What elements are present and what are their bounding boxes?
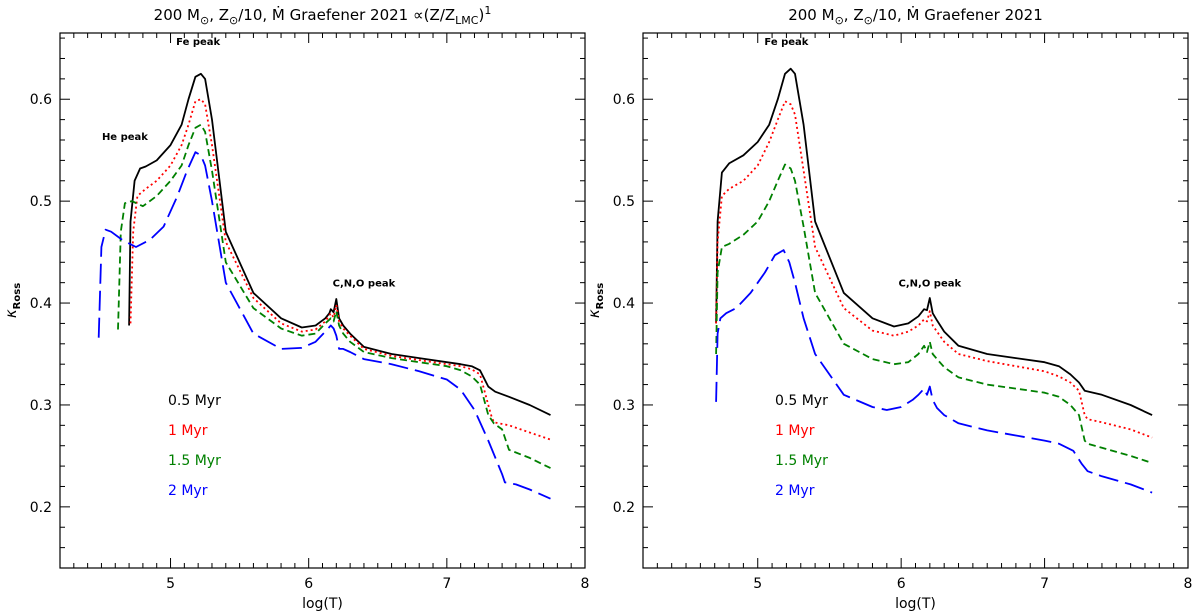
y-tick-label: 0.3 [613, 398, 635, 414]
legend-entry: 0.5 Myr [775, 393, 828, 409]
y-tick-label: 0.2 [613, 500, 635, 516]
left-panel: 200 M⊙, Z⊙/10, Ṁ Graefener 2021 ∝(Z/ZLMC… [2, 4, 589, 612]
annotation: Fe peak [764, 37, 808, 48]
x-tick-label: 5 [166, 576, 175, 592]
chart-title: 200 M⊙, Z⊙/10, Ṁ Graefener 2021 ∝(Z/ZLMC… [154, 4, 492, 27]
series-line-1-5-myr [715, 163, 1153, 464]
y-axis-label: κRoss [2, 283, 23, 318]
y-tick-label: 0.6 [30, 92, 52, 108]
legend-entry: 1.5 Myr [168, 453, 221, 469]
chart-title: 200 M⊙, Z⊙/10, Ṁ Graefener 2021 [788, 5, 1043, 27]
legend-entry: 1 Myr [168, 423, 208, 439]
y-tick-label: 0.5 [30, 194, 52, 210]
series-line-1-myr [129, 98, 551, 441]
annotation: He peak [102, 132, 148, 143]
series-line-0-5-myr [128, 72, 551, 416]
series-line-1-myr [715, 100, 1153, 439]
legend-entry: 0.5 Myr [168, 393, 221, 409]
x-tick-label: 6 [897, 576, 906, 592]
x-axis-label: log(T) [895, 596, 936, 612]
legend-entry: 2 Myr [168, 483, 208, 499]
y-tick-label: 0.4 [30, 296, 52, 312]
annotation: C,N,O peak [333, 279, 396, 290]
x-tick-label: 8 [581, 576, 590, 592]
series-line-0-5-myr [715, 67, 1153, 416]
y-tick-label: 0.5 [613, 194, 635, 210]
right-panel: 200 M⊙, Z⊙/10, Ṁ Graefener 2021 5 6 7 8 0.2 0.… [585, 5, 1192, 612]
legend-entry: 1.5 Myr [775, 453, 828, 469]
legend-entry: 2 Myr [775, 483, 815, 499]
y-tick-label: 0.4 [613, 296, 635, 312]
y-tick-label: 0.3 [30, 398, 52, 414]
series-line-2-myr [97, 151, 551, 500]
x-axis-label: log(T) [302, 596, 343, 612]
x-tick-label: 7 [1040, 576, 1049, 592]
series-line-2-myr [715, 249, 1153, 494]
y-tick-label: 0.2 [30, 500, 52, 516]
annotation: C,N,O peak [899, 279, 962, 290]
legend-entry: 1 Myr [775, 423, 815, 439]
annotation: Fe peak [176, 37, 220, 48]
y-axis-label: κRoss [585, 283, 606, 318]
x-tick-label: 8 [1184, 576, 1193, 592]
x-tick-label: 7 [442, 576, 451, 592]
x-tick-label: 6 [304, 576, 313, 592]
series-line-1-5-myr [117, 123, 551, 469]
y-tick-label: 0.6 [613, 92, 635, 108]
plot-frame [59, 32, 586, 569]
x-tick-label: 5 [753, 576, 762, 592]
plot-frame [642, 32, 1189, 569]
